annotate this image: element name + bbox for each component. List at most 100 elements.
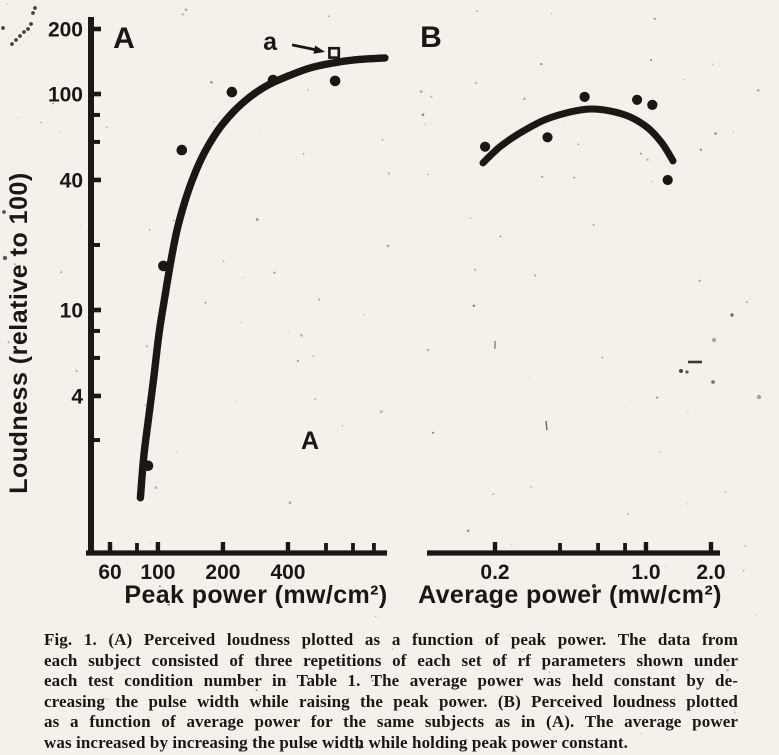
noise-speck	[664, 566, 666, 568]
stray-dot	[730, 313, 734, 317]
noise-speck	[387, 172, 391, 175]
noise-speck	[106, 698, 109, 701]
noise-speck	[658, 451, 661, 454]
data-point	[226, 86, 238, 98]
noise-speck	[159, 585, 161, 587]
noise-speck	[381, 138, 384, 141]
data-point	[480, 141, 491, 152]
y-tick-label: 200	[48, 18, 83, 41]
y-tick-label: 10	[60, 300, 83, 323]
noise-speck	[592, 224, 595, 226]
noise-speck	[523, 97, 526, 101]
scratch-dot	[14, 38, 18, 42]
in-plot-condition-label: A	[301, 427, 319, 455]
data-point	[647, 99, 658, 110]
noise-speck	[631, 401, 633, 402]
fit-curve	[479, 105, 677, 167]
caption-line: creasing the pulse width while raising t…	[44, 691, 738, 711]
noise-speck	[476, 10, 478, 12]
noise-speck	[473, 268, 477, 271]
noise-speck	[209, 80, 213, 84]
noise-speck	[577, 143, 580, 145]
caption-line: each test condition number in Table 1. T…	[44, 671, 738, 691]
noise-speck	[318, 298, 321, 301]
noise-speck	[656, 396, 659, 399]
noise-speck	[79, 225, 81, 227]
noise-speck	[651, 180, 653, 183]
noise-speck	[75, 370, 78, 372]
scratch-dot	[22, 30, 26, 34]
y-tick-label: 40	[60, 169, 83, 192]
noise-speck	[466, 529, 470, 532]
noise-speck	[312, 355, 315, 357]
data-point	[542, 132, 553, 143]
open-square-point	[328, 46, 341, 59]
data-point	[579, 91, 590, 102]
noise-speck	[7, 341, 10, 344]
noise-speck	[421, 113, 425, 117]
noise-speck	[222, 260, 225, 263]
noise-speck	[425, 26, 429, 29]
noise-speck	[363, 313, 366, 316]
noise-speck	[573, 176, 576, 179]
noise-speck	[307, 88, 309, 91]
noise-speck	[627, 513, 629, 515]
noise-speck	[111, 722, 114, 725]
noise-speck	[328, 15, 330, 17]
noise-speck	[52, 102, 55, 105]
noise-speck	[379, 410, 383, 413]
y-tick-label: 4	[71, 385, 83, 408]
noise-speck	[106, 126, 108, 128]
scratch-dot	[1, 26, 5, 30]
noise-speck	[711, 63, 714, 66]
stray-smudge	[756, 394, 762, 400]
scan-artifacts	[1, 6, 762, 752]
x-tick-label: 60	[98, 561, 121, 584]
noise-speck	[548, 671, 551, 673]
noise-speck	[60, 271, 63, 274]
noise-speck	[429, 95, 433, 99]
noise-speck	[14, 263, 16, 266]
noise-speck	[225, 670, 227, 672]
noise-speck	[522, 651, 524, 653]
noise-speck	[530, 485, 533, 488]
caption-line: each subject consisted of three repetiti…	[44, 650, 738, 670]
noise-speck	[289, 332, 290, 333]
scratch-dot	[33, 6, 37, 10]
noise-speck	[432, 431, 435, 434]
noise-speck	[176, 451, 178, 453]
noise-speck	[743, 570, 745, 572]
x-axis-title: Average power (mw/cm²)	[418, 581, 722, 609]
data-point	[142, 460, 154, 472]
noise-speck	[511, 543, 513, 545]
noise-speck	[419, 90, 423, 93]
x-axis-title: Peak power (mw/cm²)	[124, 581, 387, 609]
figure-caption: Fig. 1. (A) Perceived loudness plotted a…	[44, 630, 738, 754]
stray-dot	[2, 255, 8, 261]
noise-speck	[687, 411, 689, 413]
noise-speck	[683, 78, 685, 81]
panel-b	[427, 91, 720, 556]
noise-speck	[551, 13, 552, 15]
scratch-dot	[29, 22, 33, 26]
stray-dot	[2, 210, 6, 214]
x-tick-label: 400	[270, 561, 305, 584]
noise-speck	[540, 63, 543, 66]
noise-speck	[744, 545, 747, 547]
noise-speck	[242, 276, 245, 279]
noise-speck	[745, 301, 748, 304]
noise-speck	[300, 334, 303, 337]
noise-speck	[213, 120, 215, 123]
noise-speck	[154, 486, 158, 489]
fit-curve	[136, 54, 389, 502]
noise-speck	[392, 648, 394, 650]
noise-speck	[732, 131, 735, 133]
stray-dot	[679, 369, 683, 373]
noise-speck	[240, 322, 242, 324]
noise-speck	[255, 688, 258, 692]
noise-speck	[472, 304, 476, 307]
noise-speck	[653, 17, 656, 20]
noise-speck	[375, 615, 377, 618]
noise-speck	[726, 668, 729, 672]
